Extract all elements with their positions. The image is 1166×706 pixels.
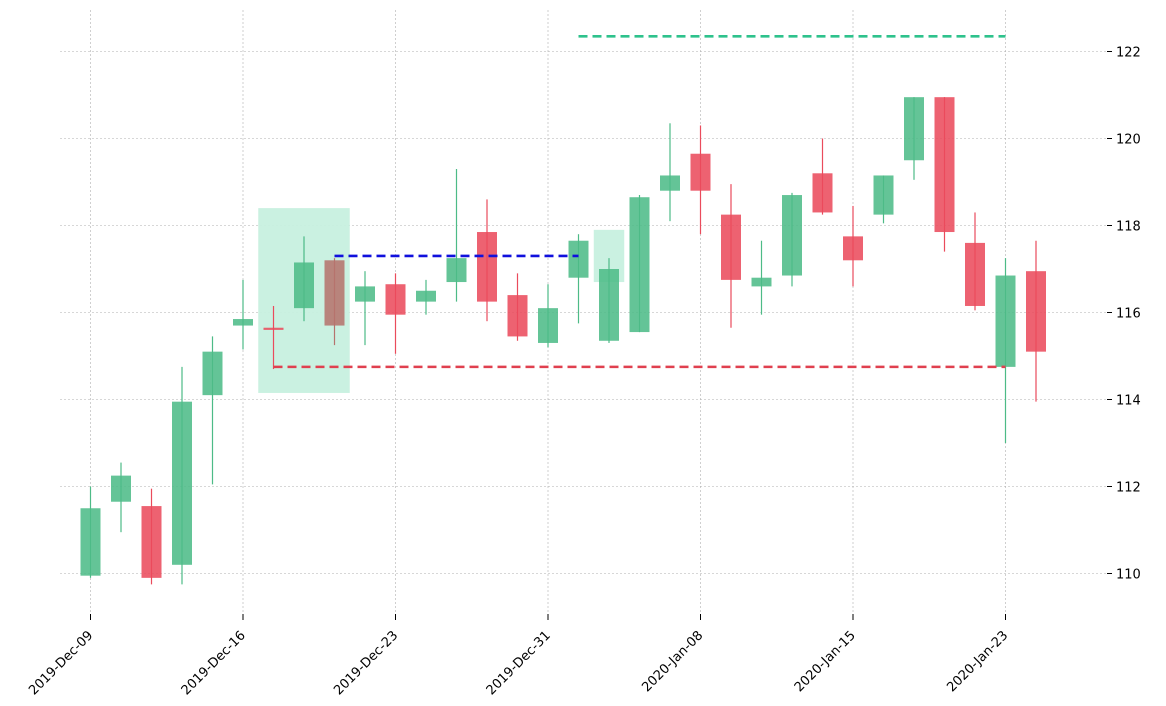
- candle-body: [873, 175, 894, 215]
- candle-body: [355, 286, 375, 302]
- axes: 110 112 114 116 118 120 122 2019-Dec-09 2019-Dec…: [26, 46, 1141, 699]
- x-tick-label: 2019-Dec-16: [179, 628, 249, 698]
- x-tick-label: 2020-Jan-08: [639, 628, 706, 695]
- candle-body: [690, 153, 711, 191]
- candle-body: [385, 284, 406, 315]
- candle-body: [141, 506, 162, 578]
- candle-body: [172, 401, 192, 565]
- candle-body: [324, 260, 345, 326]
- candle-body: [1026, 271, 1046, 352]
- candle-body: [294, 262, 314, 309]
- y-tick-label: 122: [1116, 46, 1141, 61]
- candle-body: [477, 232, 497, 302]
- candle-body: [934, 97, 955, 233]
- candle-body: [80, 508, 101, 576]
- reference-lines: [273, 34, 1006, 369]
- x-tick-label: 2020-Jan-15: [792, 628, 859, 695]
- candle-body: [629, 197, 650, 333]
- candle-body: [202, 351, 223, 396]
- candle-body: [233, 319, 253, 326]
- candle-body: [965, 242, 985, 306]
- x-tick-label: 2019-Dec-31: [484, 628, 554, 698]
- candle-body: [599, 269, 619, 341]
- y-tick-label: 120: [1116, 133, 1141, 148]
- candle-body: [721, 214, 741, 280]
- x-tick-label: 2020-Jan-23: [944, 628, 1011, 695]
- x-tick-label: 2019-Dec-09: [26, 628, 96, 698]
- candle-body: [446, 258, 467, 283]
- y-tick-label: 116: [1116, 307, 1141, 322]
- candle-body: [843, 236, 863, 261]
- x-tick-label: 2019-Dec-23: [331, 628, 401, 698]
- candle-body: [568, 240, 589, 278]
- y-tick-label: 118: [1116, 220, 1141, 235]
- candle-body: [507, 295, 528, 337]
- candle-body: [995, 275, 1016, 367]
- y-tick-label: 112: [1116, 481, 1141, 496]
- candle-body: [538, 308, 558, 343]
- candle-body: [416, 290, 436, 302]
- candle-body: [812, 173, 833, 213]
- candle-body: [660, 175, 680, 191]
- candles: [80, 97, 1046, 585]
- y-tick-label: 114: [1116, 394, 1141, 409]
- y-tick-label: 110: [1116, 568, 1141, 583]
- candle-body: [751, 277, 772, 287]
- candle-body: [782, 195, 802, 276]
- candle-body: [904, 97, 924, 161]
- candle-body: [263, 327, 284, 330]
- candle-body: [111, 475, 131, 502]
